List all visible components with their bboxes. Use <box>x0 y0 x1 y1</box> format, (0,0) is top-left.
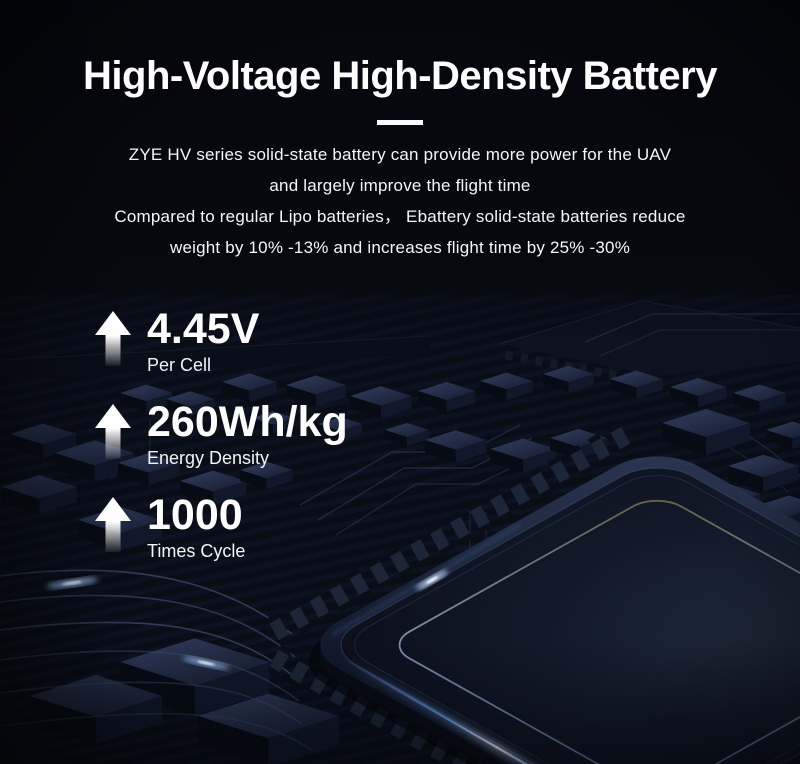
stat-text: 260Wh/kg Energy Density <box>147 399 348 469</box>
description-line-2: and largely improve the flight time <box>269 176 531 195</box>
stat-energy-density: 260Wh/kg Energy Density <box>95 399 348 469</box>
up-arrow-icon <box>95 404 131 459</box>
stats-list: 4.45V Per Cell 260Wh/kg Energy Density <box>95 306 348 585</box>
stat-label: Times Cycle <box>147 541 246 561</box>
page-title: High-Voltage High-Density Battery <box>83 54 717 98</box>
stat-times-cycle: 1000 Times Cycle <box>95 492 348 562</box>
stat-value: 4.45V <box>147 305 260 353</box>
description-line-4: weight by 10% -13% and increases flight … <box>169 238 631 257</box>
stat-value: 260Wh/kg <box>147 398 348 446</box>
stat-label: Energy Density <box>147 448 270 468</box>
description-line-1: ZYE HV series solid-state battery can pr… <box>128 145 672 164</box>
up-arrow-icon <box>95 497 131 552</box>
title-underline <box>377 120 423 125</box>
stat-per-cell: 4.45V Per Cell <box>95 306 348 376</box>
stat-text: 4.45V Per Cell <box>147 306 259 376</box>
stat-label: Per Cell <box>147 355 212 375</box>
up-arrow-icon <box>95 311 131 366</box>
stat-value: 1000 <box>147 491 243 539</box>
description: ZYE HV series solid-state battery can pr… <box>0 139 800 263</box>
stat-text: 1000 Times Cycle <box>147 492 245 562</box>
description-line-3: Compared to regular Lipo batteries， Ebat… <box>114 207 686 226</box>
